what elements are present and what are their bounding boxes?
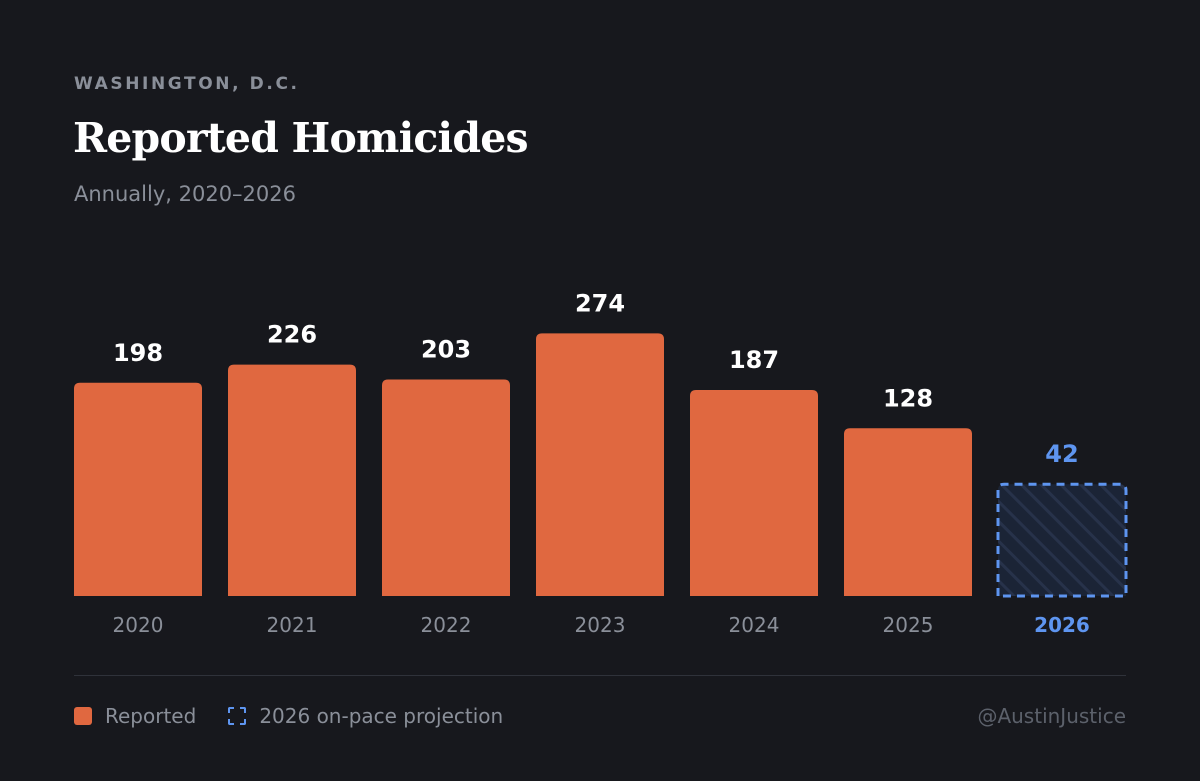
chart-title: Reported Homicides [73,114,529,162]
value-label-2023: 274 [575,289,625,317]
bar-2025 [844,428,972,596]
reported-swatch-icon [74,707,92,725]
value-label-2026: 42 [1045,440,1078,468]
legend-item-projection: 2026 on-pace projection [228,704,503,728]
bar-2024 [690,389,818,596]
x-tick-label-2020: 2020 [113,613,164,637]
bar-2022 [382,379,510,596]
value-label-2020: 198 [113,339,163,367]
chart-subtitle: Annually, 2020–2026 [74,182,296,206]
legend-label-reported: Reported [105,704,197,728]
legend-item-reported: Reported [74,704,196,728]
legend-label-projection: 2026 on-pace projection [259,704,504,728]
x-tick-label-2025: 2025 [883,613,934,637]
x-tick-label-2022: 2022 [421,613,472,637]
location-kicker: WASHINGTON, D.C. [74,74,300,94]
value-label-2025: 128 [883,384,933,412]
projection-swatch-icon [228,707,247,725]
chart-legend: Reported 2026 on-pace projection [74,702,535,730]
value-label-2021: 226 [267,321,317,349]
value-label-2024: 187 [729,346,779,374]
bar-2021 [228,364,356,596]
bar-2023 [536,333,664,596]
x-tick-label-2021: 2021 [267,613,318,637]
author-credit: @AustinJustice [977,704,1126,728]
value-label-2022: 203 [421,336,471,364]
legend-divider [74,675,1126,676]
x-tick-label-2026: 2026 [1034,613,1090,637]
x-tick-label-2023: 2023 [575,613,626,637]
bar-2020 [74,382,202,596]
bar-projection-2026 [996,482,1128,598]
x-tick-label-2024: 2024 [729,613,780,637]
